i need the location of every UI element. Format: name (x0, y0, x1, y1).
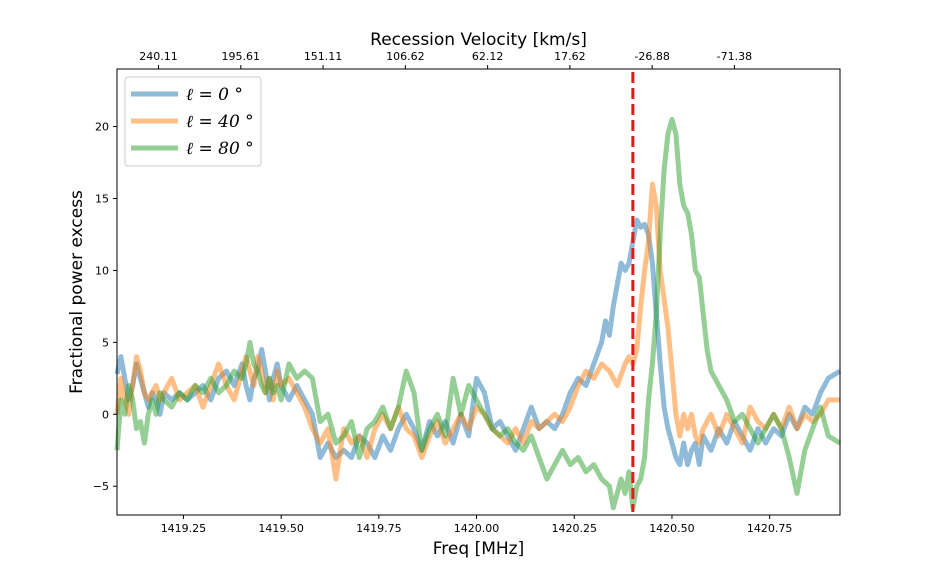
top-tick-label: 106.62 (386, 50, 425, 63)
top-tick-label: 62.12 (472, 50, 504, 63)
x-axis-ticks: 1419.25 1419.50 1419.75 1420.00 1420.25 1420.… (161, 515, 793, 535)
y-tick-label: 10 (95, 264, 109, 277)
x-tick-label: 1420.75 (747, 522, 793, 535)
y-tick-label: 5 (102, 336, 109, 349)
x-tick-label: 1420.50 (649, 522, 695, 535)
y-axis-title: Fractional power excess (67, 190, 87, 394)
legend-frame (124, 76, 262, 167)
x-tick-label: 1420.00 (454, 522, 500, 535)
x-tick-label: 1420.25 (551, 522, 597, 535)
legend-label-l80: ℓ = 80 ° (186, 139, 254, 159)
legend-label-l0: ℓ = 0 ° (186, 85, 243, 105)
y-tick-label: 15 (95, 192, 109, 205)
top-axis-title: Recession Velocity [km/s] (370, 30, 587, 50)
top-axis-ticks: 240.11 195.61 151.11 106.62 62.12 17.62 -26.88… (139, 50, 752, 69)
x-tick-label: 1419.25 (161, 522, 207, 535)
y-axis-ticks: −5 0 5 10 15 20 (93, 121, 117, 493)
series-layer (114, 116, 842, 511)
x-tick-label: 1419.75 (356, 522, 402, 535)
y-tick-label: 0 (102, 408, 109, 421)
top-tick-label: 195.61 (222, 50, 261, 63)
top-tick-label: 151.11 (304, 50, 343, 63)
top-tick-label: 17.62 (554, 50, 586, 63)
y-tick-label: −5 (93, 480, 109, 493)
legend-label-l40: ℓ = 40 ° (186, 112, 254, 132)
x-axis-title: Freq [MHz] (433, 539, 524, 559)
y-tick-label: 20 (95, 121, 109, 134)
plot-frame (116, 68, 841, 516)
series-line-2 (114, 116, 842, 511)
x-tick-label: 1419.50 (258, 522, 304, 535)
legend: ℓ = 0 ° ℓ = 40 ° ℓ = 80 ° (124, 76, 262, 167)
top-tick-label: -71.38 (717, 50, 752, 63)
top-tick-label: -26.88 (634, 50, 669, 63)
top-tick-label: 240.11 (139, 50, 178, 63)
series-line-1 (114, 181, 840, 482)
